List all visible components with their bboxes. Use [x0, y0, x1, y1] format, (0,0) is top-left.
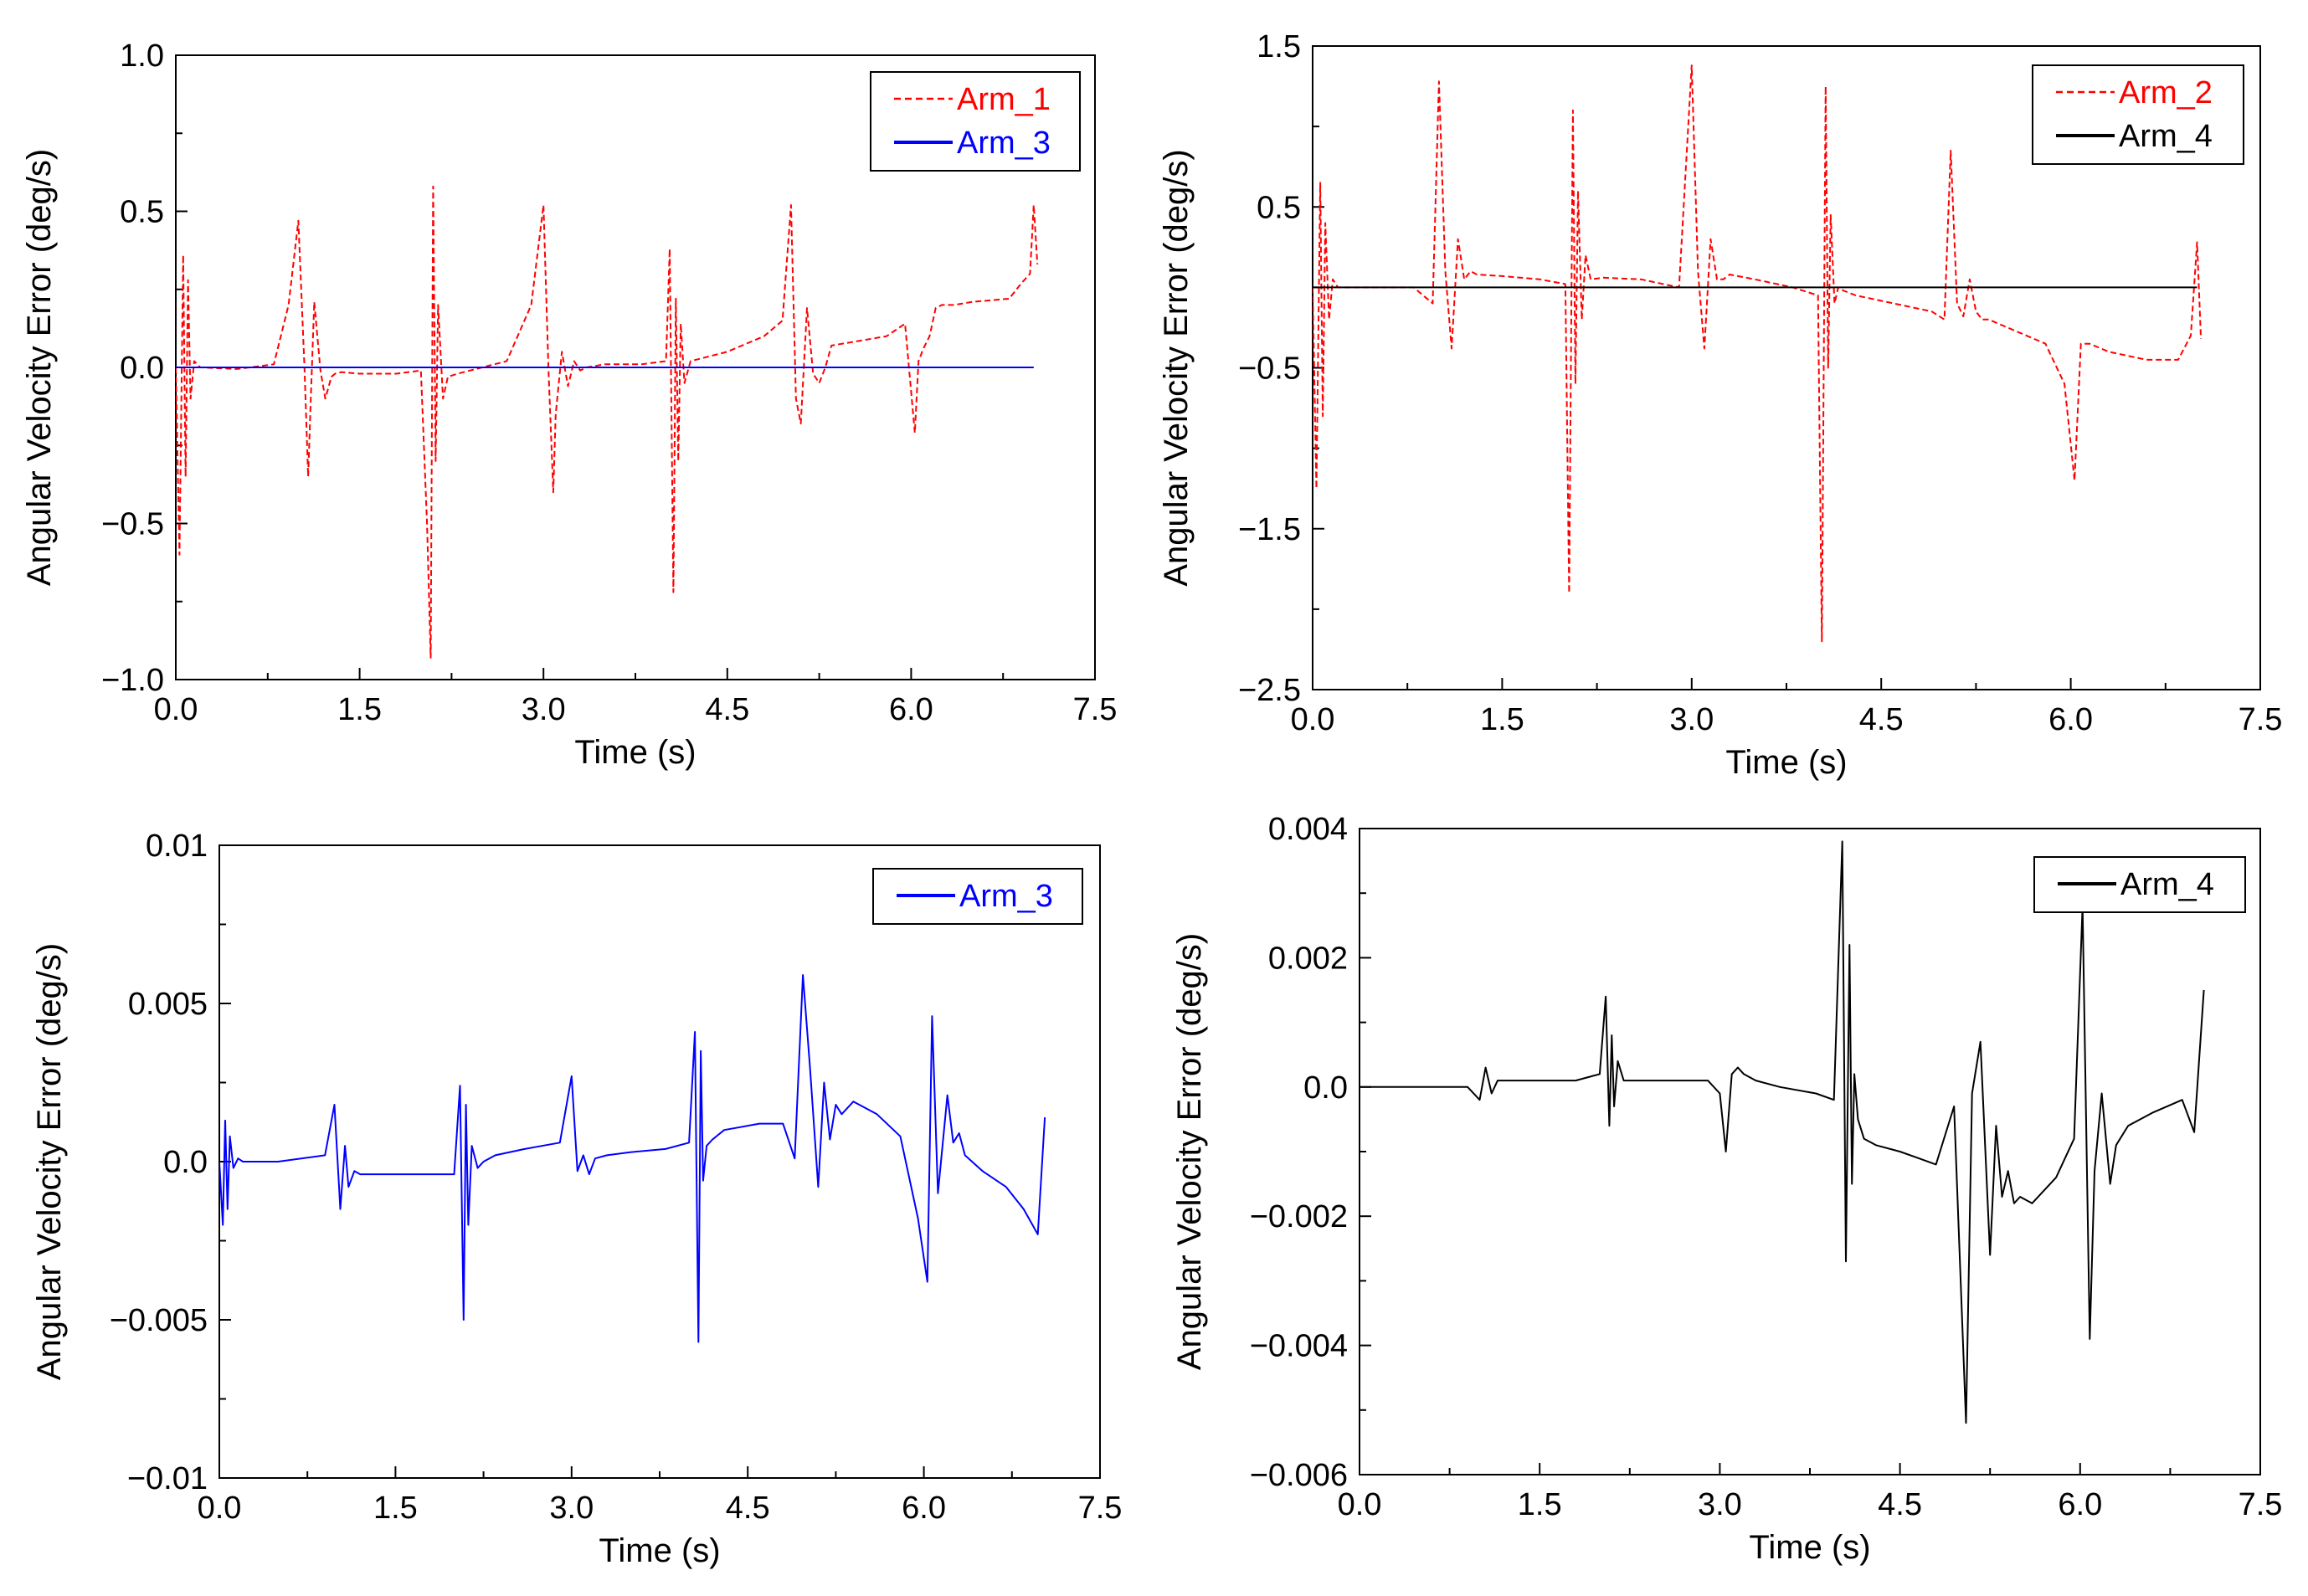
- plot-frame: [1359, 828, 2261, 1475]
- x-axis-title: Time (s): [574, 734, 696, 771]
- y-tick-label: −0.5: [101, 507, 164, 542]
- y-tick-label: 1.5: [1257, 29, 1301, 64]
- chart-panel-3: 0.0 1.5 3.0 4.5 6.0 7.5 0.01 0.005 0.0 −0.005 −0.0…: [31, 829, 1122, 1569]
- legend: Arm_1 Arm_3: [870, 71, 1081, 172]
- x-tick-label: 1.5: [337, 692, 382, 727]
- x-tick-label: 0.0: [198, 1491, 242, 1526]
- x-tick-label: 0.0: [154, 692, 198, 727]
- y-axis-title: Angular Velocity Error (deg/s): [31, 943, 68, 1380]
- y-tick-label: 0.0: [163, 1145, 208, 1180]
- x-tick-label: 3.0: [1669, 702, 1714, 737]
- y-tick-label: −1.5: [1238, 512, 1301, 547]
- y-tick-label: −0.002: [1250, 1199, 1348, 1234]
- y-tick-label: 0.5: [1257, 190, 1301, 225]
- x-tick-label: 6.0: [889, 692, 933, 727]
- chart-panel-2: 0.0 1.5 3.0 4.5 6.0 7.5 1.5 0.5 −0.5 −1.5 −2.5 Time…: [1158, 29, 2282, 781]
- x-tick-label: 7.5: [2239, 1487, 2283, 1522]
- y-tick-label: 0.005: [128, 987, 208, 1022]
- x-tick-label: 3.0: [522, 692, 566, 727]
- legend-label: Arm_3: [957, 126, 1051, 161]
- x-tick-label: 6.0: [902, 1491, 946, 1526]
- y-tick-label: 0.5: [120, 195, 164, 230]
- x-tick-label: 4.5: [1878, 1487, 1922, 1522]
- legend: Arm_2 Arm_4: [2032, 64, 2244, 165]
- legend-label: Arm_3: [959, 879, 1053, 914]
- legend: Arm_4: [2033, 856, 2246, 913]
- x-tick-label: 1.5: [1518, 1487, 1562, 1522]
- y-tick-label: −0.006: [1250, 1458, 1348, 1493]
- chart-panel-1: 0.0 1.5 3.0 4.5 6.0 7.5 1.0 0.5 0.0 −0.5 −1.0 Time …: [21, 38, 1117, 771]
- y-tick-label: 1.0: [120, 38, 164, 74]
- y-tick-label: −0.005: [110, 1303, 208, 1338]
- x-tick-label: 0.0: [1338, 1487, 1382, 1522]
- y-tick-label: −0.01: [127, 1461, 208, 1496]
- x-tick-label: 0.0: [1291, 702, 1335, 737]
- legend-box: [870, 71, 1081, 172]
- chart-panel-4: 0.0 1.5 3.0 4.5 6.0 7.5 0.004 0.002 0.0 −0.002 −0.…: [1171, 812, 2282, 1566]
- plot-frame: [218, 844, 1101, 1479]
- y-tick-label: −0.5: [1238, 352, 1301, 387]
- y-tick-label: −1.0: [101, 663, 164, 698]
- x-tick-label: 6.0: [2058, 1487, 2102, 1522]
- x-tick-label: 4.5: [726, 1491, 770, 1526]
- series-line-arm-4: [1360, 840, 2205, 1424]
- x-tick-label: 3.0: [1698, 1487, 1742, 1522]
- y-axis-title: Angular Velocity Error (deg/s): [21, 149, 58, 586]
- x-tick-label: 6.0: [2048, 702, 2093, 737]
- series-line-arm-1: [176, 185, 1039, 659]
- x-tick-label: 1.5: [1480, 702, 1524, 737]
- x-tick-label: 7.5: [1073, 692, 1118, 727]
- x-tick-label: 1.5: [373, 1491, 418, 1526]
- x-axis-title: Time (s): [1725, 744, 1847, 781]
- y-tick-label: 0.01: [146, 829, 208, 864]
- legend-box: [2032, 64, 2244, 165]
- x-tick-label: 3.0: [549, 1491, 594, 1526]
- x-tick-label: 4.5: [705, 692, 749, 727]
- x-tick-label: 7.5: [1078, 1491, 1123, 1526]
- y-tick-label: −2.5: [1238, 673, 1301, 708]
- x-tick-label: 4.5: [1859, 702, 1904, 737]
- legend: Arm_3: [872, 868, 1083, 925]
- x-tick-label: 7.5: [2239, 702, 2283, 737]
- legend-label: Arm_2: [2119, 75, 2213, 110]
- series-line-arm-3: [219, 974, 1046, 1343]
- y-tick-label: 0.0: [1303, 1070, 1348, 1106]
- x-axis-title: Time (s): [1749, 1529, 1870, 1566]
- y-axis-title: Angular Velocity Error (deg/s): [1171, 933, 1208, 1370]
- y-tick-label: 0.0: [120, 351, 164, 386]
- series-line-arm-2: [1313, 64, 2203, 643]
- legend-label: Arm_4: [2120, 867, 2214, 902]
- y-tick-label: 0.002: [1268, 941, 1348, 976]
- y-tick-label: 0.004: [1268, 812, 1348, 847]
- legend-label: Arm_1: [957, 82, 1051, 117]
- legend-label: Arm_4: [2119, 119, 2213, 154]
- y-tick-label: −0.004: [1250, 1329, 1348, 1364]
- y-axis-title: Angular Velocity Error (deg/s): [1158, 149, 1195, 586]
- x-axis-title: Time (s): [599, 1532, 720, 1569]
